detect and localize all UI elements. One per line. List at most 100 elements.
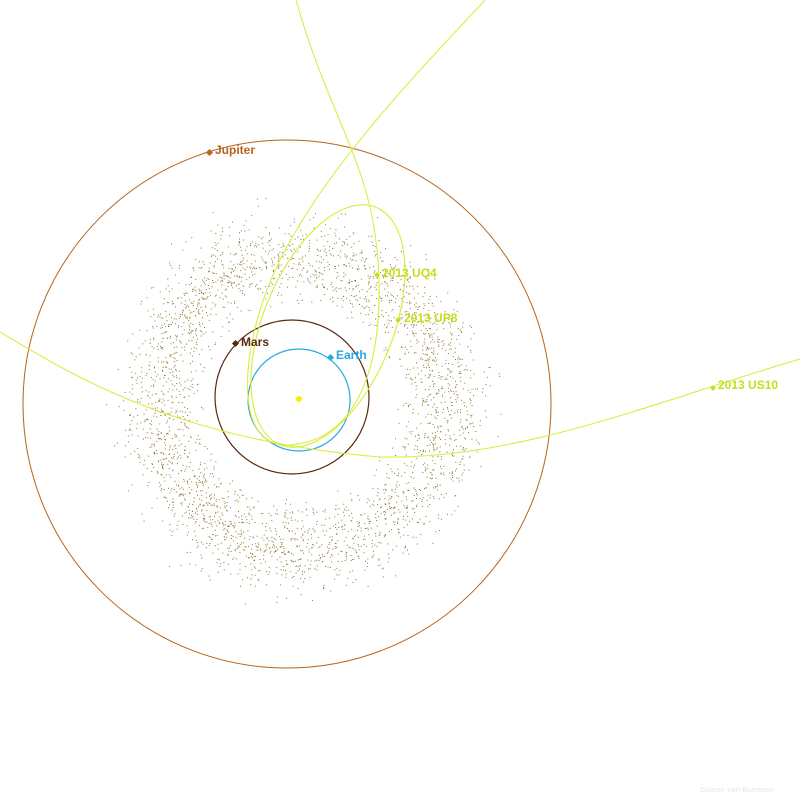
asteroid-dot — [392, 267, 394, 269]
asteroid-dot — [154, 371, 156, 373]
asteroid-dot — [447, 368, 449, 370]
asteroid-dot — [196, 518, 198, 520]
asteroid-dot — [418, 489, 420, 490]
asteroid-dot — [182, 429, 184, 431]
asteroid-dot — [364, 569, 366, 571]
asteroid-dot — [217, 543, 219, 545]
asteroid-dot — [412, 508, 414, 510]
asteroid-dot — [175, 334, 177, 336]
asteroid-dot — [197, 390, 199, 392]
asteroid-dot — [428, 360, 430, 362]
asteroid-dot — [137, 377, 138, 379]
asteroid-dot — [262, 523, 263, 524]
asteroid-dot — [373, 500, 375, 502]
asteroid-dot — [208, 495, 210, 497]
asteroid-dot — [393, 507, 395, 509]
asteroid-dot — [353, 558, 355, 560]
asteroid-dot — [211, 247, 213, 249]
asteroid-dot — [271, 238, 273, 240]
asteroid-dot — [230, 281, 231, 283]
asteroid-dot — [353, 548, 355, 550]
asteroid-dot — [241, 518, 243, 520]
asteroid-dot — [163, 377, 165, 379]
asteroid-dot — [123, 400, 125, 402]
asteroid-dot — [428, 388, 430, 390]
asteroid-dot — [223, 524, 225, 526]
asteroid-dot — [394, 267, 396, 269]
asteroid-dot — [251, 518, 253, 520]
asteroid-dot — [133, 416, 135, 418]
asteroid-dot — [223, 275, 225, 277]
asteroid-dot — [457, 361, 459, 363]
asteroid-dot — [193, 300, 195, 302]
asteroid-dot — [291, 577, 293, 578]
asteroid-dot — [275, 513, 277, 515]
asteroid-dot — [320, 273, 322, 275]
asteroid-dot — [171, 463, 173, 465]
asteroid-dot — [195, 540, 197, 541]
asteroid-dot — [271, 249, 273, 251]
asteroid-dot — [386, 477, 388, 479]
asteroid-dot — [393, 317, 395, 319]
asteroid-dot — [311, 547, 313, 549]
asteroid-dot — [331, 536, 333, 538]
asteroid-dot — [428, 275, 430, 277]
asteroid-dot — [303, 540, 304, 542]
asteroid-dot — [277, 253, 279, 255]
asteroid-dot — [198, 302, 200, 304]
asteroid-dot — [137, 398, 139, 400]
asteroid-dot — [237, 545, 239, 547]
asteroid-dot — [221, 292, 223, 294]
asteroid-dot — [401, 500, 403, 502]
asteroid-dot — [313, 227, 315, 229]
asteroid-dot — [213, 505, 215, 507]
asteroid-dot — [146, 432, 148, 434]
asteroid-dot — [306, 271, 308, 273]
asteroid-dot — [312, 273, 314, 275]
asteroid-dot — [368, 518, 370, 520]
asteroid-dot — [132, 353, 134, 355]
asteroid-dot — [375, 533, 377, 534]
asteroid-dot — [178, 439, 180, 441]
asteroid-dot — [449, 371, 451, 373]
asteroid-dot — [201, 298, 203, 300]
asteroid-dot — [137, 454, 139, 455]
asteroid-dot — [193, 351, 195, 353]
asteroid-dot — [187, 332, 189, 334]
asteroid-dot — [294, 533, 296, 535]
asteroid-dot — [433, 347, 435, 349]
asteroid-dot — [196, 308, 197, 309]
asteroid-dot — [451, 348, 452, 350]
asteroid-dot — [275, 533, 277, 535]
asteroid-dot — [367, 518, 369, 520]
asteroid-dot — [227, 554, 229, 556]
asteroid-dot — [161, 346, 163, 348]
asteroid-dot — [230, 271, 232, 273]
asteroid-dot — [186, 465, 188, 467]
asteroid-dot — [367, 562, 368, 564]
asteroid-dot — [336, 574, 338, 576]
asteroid-dot — [417, 309, 419, 310]
asteroid-dot — [272, 270, 274, 272]
asteroid-dot — [199, 298, 200, 300]
asteroid-dot — [178, 445, 180, 447]
asteroid-dot — [391, 514, 392, 516]
asteroid-dot — [456, 401, 457, 403]
asteroid-dot — [456, 384, 458, 385]
asteroid-dot — [243, 522, 245, 524]
asteroid-dot — [434, 439, 436, 441]
asteroid-dot — [194, 286, 196, 288]
asteroid-dot — [209, 495, 211, 496]
asteroid-dot — [311, 546, 313, 548]
asteroid-dot — [291, 519, 293, 521]
asteroid-dot — [343, 276, 345, 278]
asteroid-dot — [268, 250, 270, 252]
asteroid-dot — [375, 535, 377, 537]
asteroid-dot — [402, 515, 404, 517]
asteroid-dot — [205, 492, 207, 494]
asteroid-dot — [231, 282, 233, 284]
asteroid-dot — [341, 213, 342, 215]
asteroid-dot — [294, 238, 296, 240]
asteroid-dot — [195, 258, 197, 260]
asteroid-dot — [203, 520, 205, 522]
